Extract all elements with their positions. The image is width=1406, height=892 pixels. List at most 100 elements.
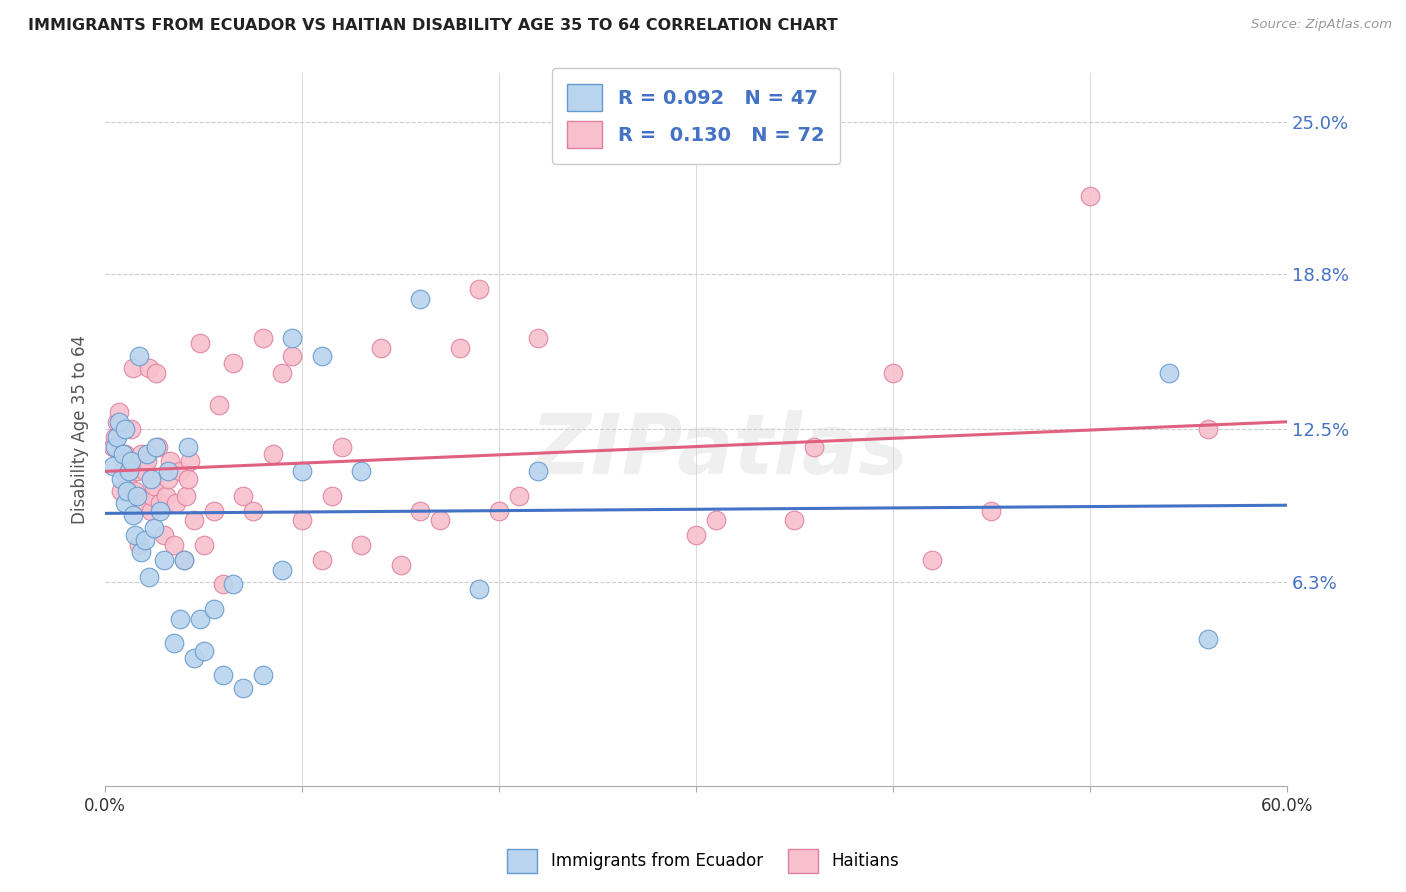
Point — [135, 447, 157, 461]
Point — [527, 331, 550, 345]
Point — [212, 668, 235, 682]
Point — [104, 430, 127, 444]
Point — [882, 366, 904, 380]
Point — [429, 513, 451, 527]
Point — [177, 471, 200, 485]
Point — [108, 415, 131, 429]
Point — [468, 582, 491, 597]
Point — [101, 440, 124, 454]
Point — [135, 454, 157, 468]
Point — [120, 454, 142, 468]
Point — [148, 440, 170, 454]
Y-axis label: Disability Age 35 to 64: Disability Age 35 to 64 — [72, 334, 89, 524]
Point — [193, 644, 215, 658]
Text: Source: ZipAtlas.com: Source: ZipAtlas.com — [1251, 18, 1392, 31]
Point — [115, 483, 138, 498]
Point — [169, 612, 191, 626]
Point — [183, 651, 205, 665]
Point — [128, 538, 150, 552]
Point — [389, 558, 412, 572]
Point — [149, 503, 172, 517]
Point — [179, 454, 201, 468]
Point — [111, 447, 134, 461]
Point — [468, 282, 491, 296]
Point — [111, 464, 134, 478]
Point — [449, 341, 471, 355]
Point — [350, 538, 373, 552]
Point — [153, 528, 176, 542]
Point — [321, 489, 343, 503]
Point — [105, 430, 128, 444]
Point — [138, 360, 160, 375]
Point — [281, 349, 304, 363]
Point — [121, 508, 143, 523]
Point — [163, 636, 186, 650]
Point — [169, 464, 191, 478]
Point — [129, 447, 152, 461]
Point — [128, 349, 150, 363]
Point — [783, 513, 806, 527]
Point — [165, 496, 187, 510]
Legend: Immigrants from Ecuador, Haitians: Immigrants from Ecuador, Haitians — [501, 842, 905, 880]
Point — [370, 341, 392, 355]
Point — [1078, 188, 1101, 202]
Point — [350, 464, 373, 478]
Point — [139, 471, 162, 485]
Point — [153, 553, 176, 567]
Point — [202, 602, 225, 616]
Point — [114, 447, 136, 461]
Point — [115, 471, 138, 485]
Point — [222, 356, 245, 370]
Text: ZIPatlas: ZIPatlas — [530, 410, 908, 491]
Point — [110, 471, 132, 485]
Point — [141, 489, 163, 503]
Point — [131, 496, 153, 510]
Point — [129, 545, 152, 559]
Point — [145, 440, 167, 454]
Point — [685, 528, 707, 542]
Point — [409, 503, 432, 517]
Point — [163, 538, 186, 552]
Point — [271, 563, 294, 577]
Point — [222, 577, 245, 591]
Point — [138, 570, 160, 584]
Legend: R = 0.092   N = 47, R =  0.130   N = 72: R = 0.092 N = 47, R = 0.130 N = 72 — [551, 68, 841, 164]
Point — [262, 447, 284, 461]
Point — [145, 366, 167, 380]
Point — [193, 538, 215, 552]
Point — [143, 521, 166, 535]
Point — [174, 489, 197, 503]
Point — [281, 331, 304, 345]
Point — [173, 553, 195, 567]
Point — [311, 349, 333, 363]
Point — [101, 459, 124, 474]
Point — [118, 454, 141, 468]
Point — [291, 464, 314, 478]
Point — [157, 471, 180, 485]
Point — [121, 360, 143, 375]
Point — [118, 464, 141, 478]
Point — [704, 513, 727, 527]
Point — [202, 503, 225, 517]
Point — [409, 292, 432, 306]
Point — [980, 503, 1002, 517]
Point — [252, 668, 274, 682]
Point — [110, 483, 132, 498]
Point — [208, 398, 231, 412]
Point — [134, 533, 156, 547]
Point — [232, 489, 254, 503]
Point — [252, 331, 274, 345]
Point — [114, 422, 136, 436]
Point — [124, 483, 146, 498]
Text: IMMIGRANTS FROM ECUADOR VS HAITIAN DISABILITY AGE 35 TO 64 CORRELATION CHART: IMMIGRANTS FROM ECUADOR VS HAITIAN DISAB… — [28, 18, 838, 33]
Point — [143, 479, 166, 493]
Point — [155, 489, 177, 503]
Point — [134, 464, 156, 478]
Point — [125, 464, 148, 478]
Point — [104, 440, 127, 454]
Point — [108, 405, 131, 419]
Point — [183, 513, 205, 527]
Point — [527, 464, 550, 478]
Point — [242, 503, 264, 517]
Point — [212, 577, 235, 591]
